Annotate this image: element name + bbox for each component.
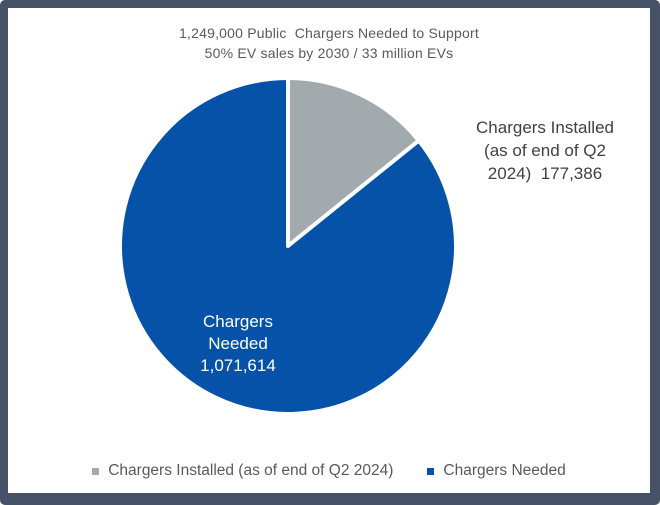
chart-title-line-1: 1,249,000 Public Chargers Needed to Supp… bbox=[179, 25, 479, 41]
legend-item-chargers-needed: Chargers Needed bbox=[427, 462, 566, 480]
legend-marker-installed-icon bbox=[92, 468, 100, 475]
legend-label-installed: Chargers Installed (as of end of Q2 2024… bbox=[108, 462, 394, 479]
legend-marker-needed-icon bbox=[427, 468, 435, 475]
data-label-installed-value: 2024) 177,386 bbox=[487, 164, 603, 183]
data-label-chargers-installed: Chargers Installed (as of end of Q2 2024… bbox=[448, 116, 642, 185]
chart-title-line-2: 50% EV sales by 2030 / 33 million EVs bbox=[204, 45, 454, 61]
data-label-needed-line-1: Chargers bbox=[203, 312, 273, 331]
pie-chart-area bbox=[117, 75, 459, 417]
chart-title: 1,249,000 Public Chargers Needed to Supp… bbox=[8, 23, 650, 63]
pie-slice-needed bbox=[118, 76, 458, 416]
data-label-needed-value: 1,071,614 bbox=[200, 356, 276, 375]
pie-slice-installed bbox=[286, 76, 421, 248]
legend-label-needed: Chargers Needed bbox=[443, 462, 566, 479]
pie-chart bbox=[118, 76, 458, 416]
legend-item-chargers-installed: Chargers Installed (as of end of Q2 2024… bbox=[92, 462, 393, 480]
data-label-needed-line-2: Needed bbox=[208, 334, 268, 353]
data-label-installed-line-2: (as of end of Q2 bbox=[484, 141, 606, 160]
chart-legend: Chargers Installed (as of end of Q2 2024… bbox=[8, 462, 650, 480]
data-label-chargers-needed: Chargers Needed 1,071,614 bbox=[158, 311, 318, 377]
data-label-installed-line-1: Chargers Installed bbox=[476, 118, 614, 137]
